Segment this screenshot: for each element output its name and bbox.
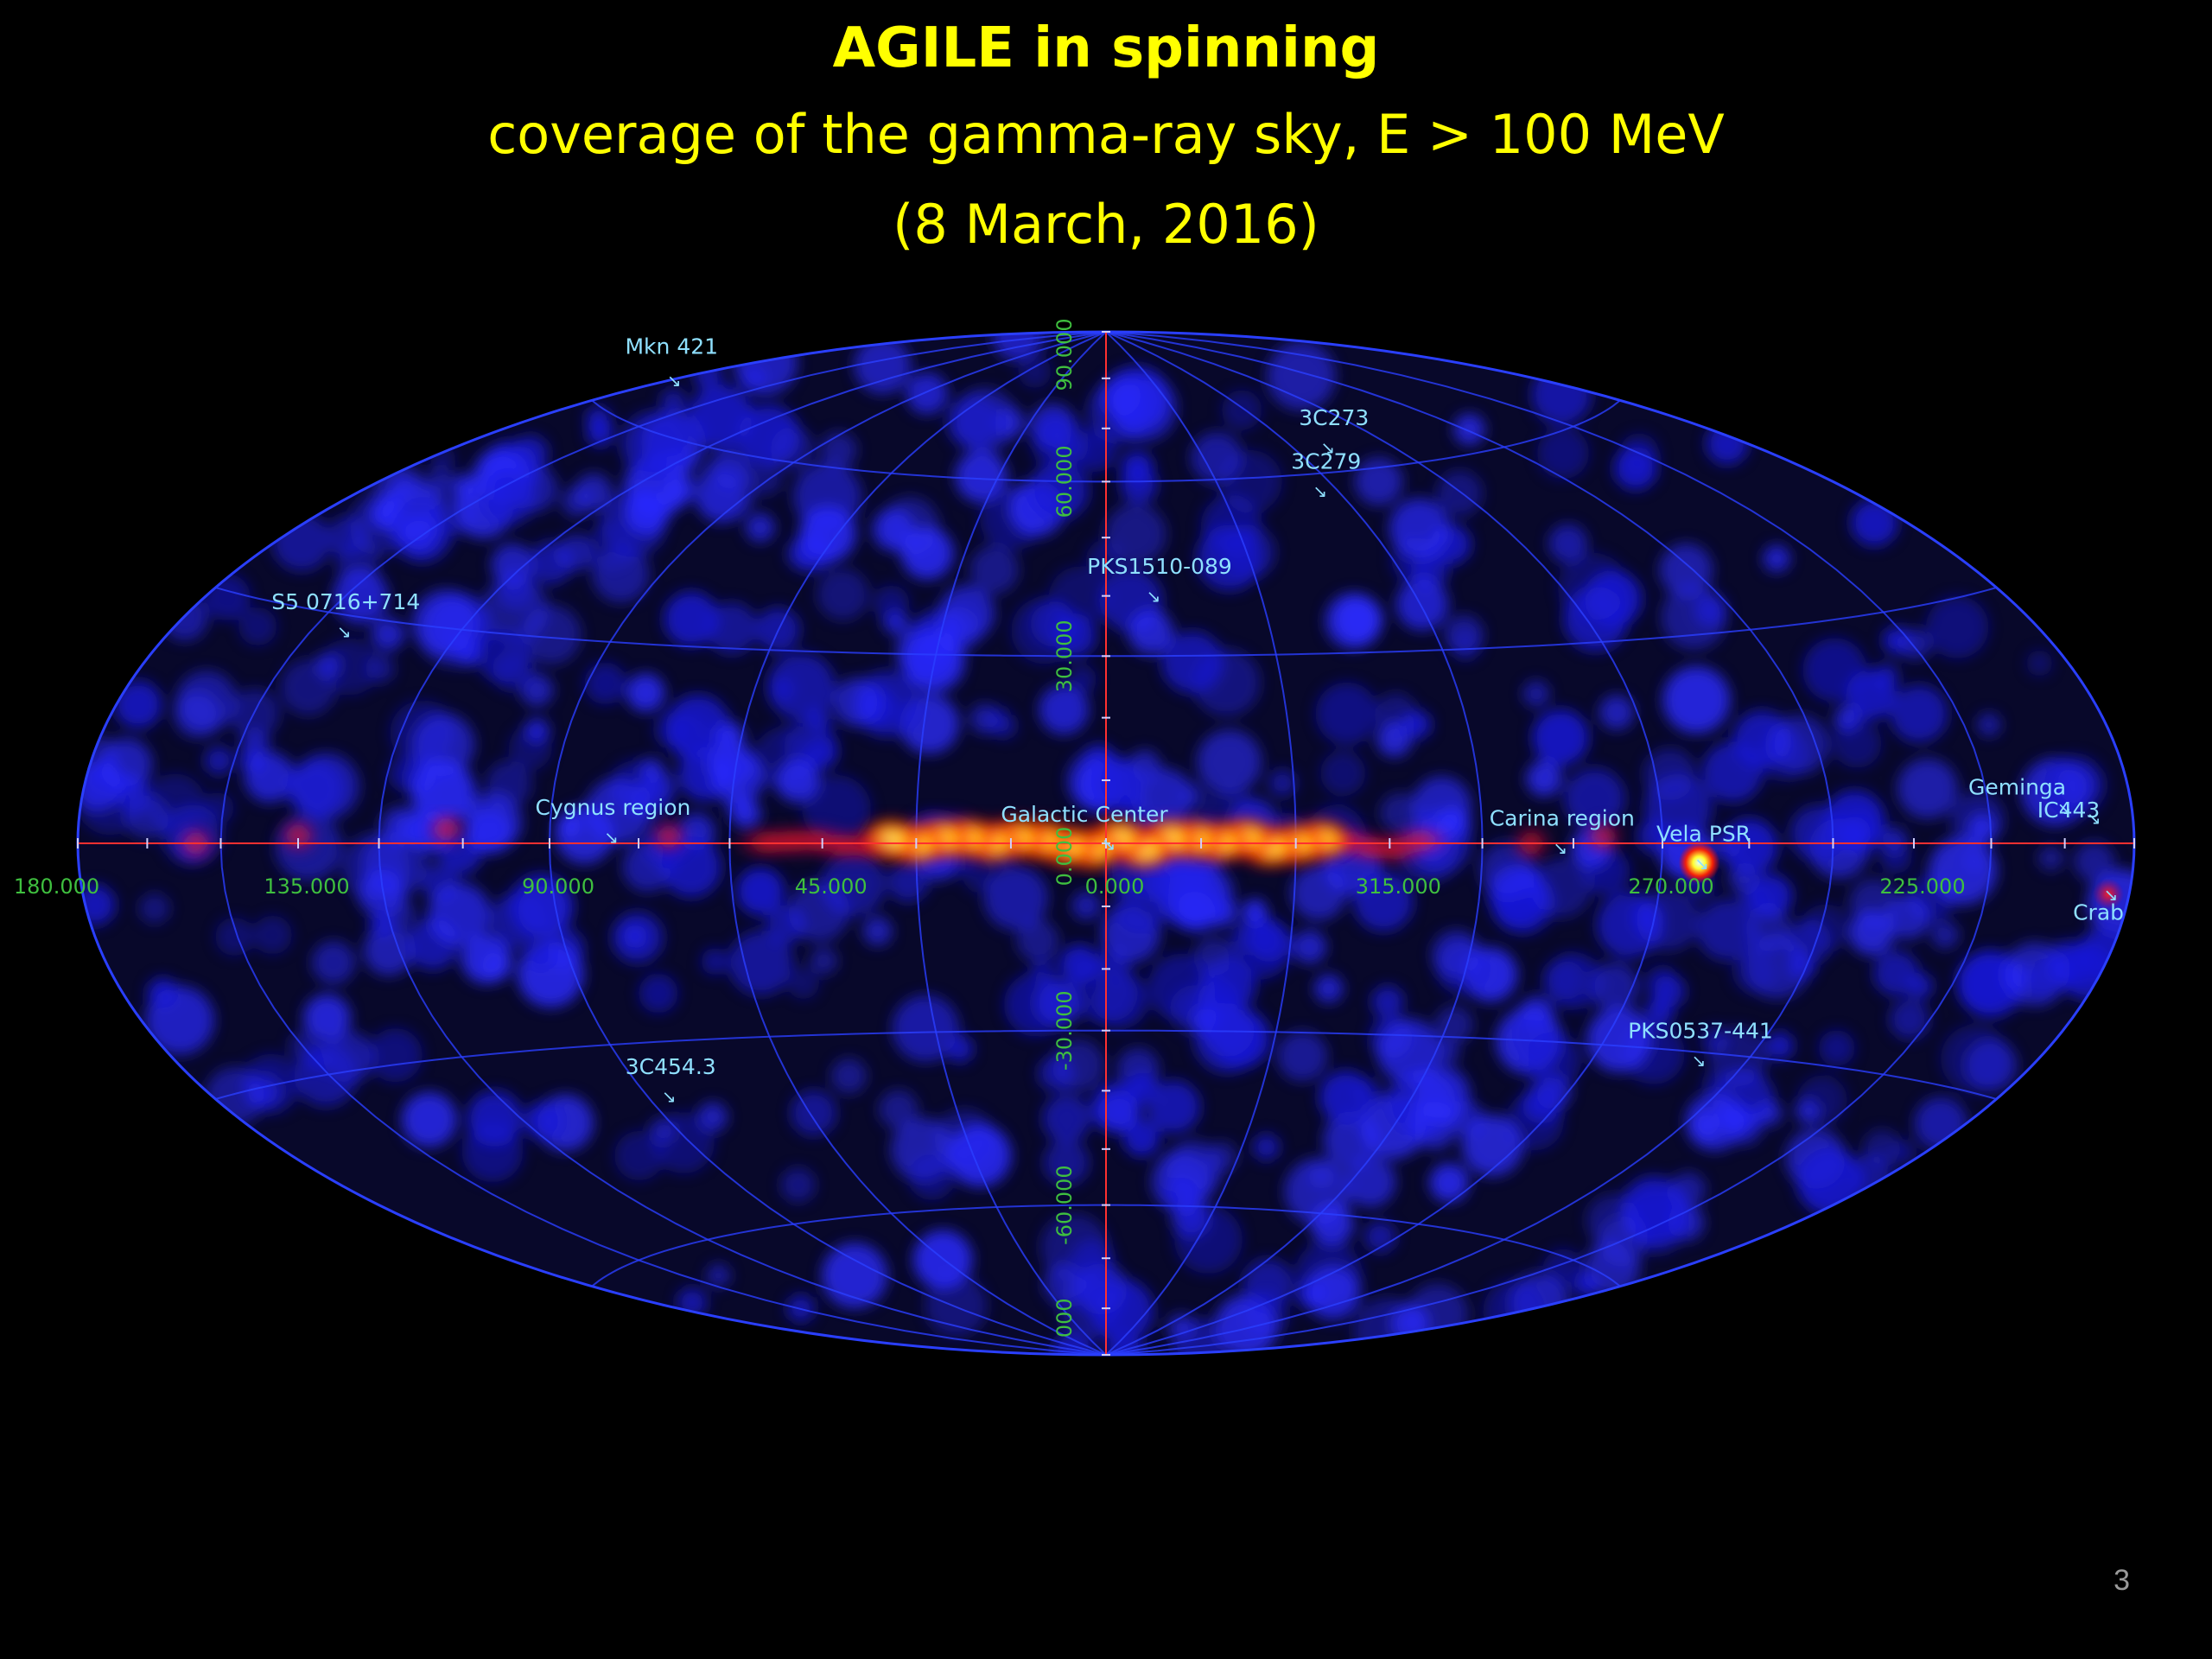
source-marker: ↘ (667, 371, 682, 391)
source-marker: ↘ (1553, 838, 1567, 859)
latitude-label: 000 (1052, 1298, 1077, 1338)
source-marker: ↘ (2057, 798, 2072, 818)
source-3c279: ↘ 3C279 (1291, 449, 1361, 502)
source-ic443: ↘IC443 (2037, 798, 2101, 829)
source-label: 3C454.3 (626, 1054, 716, 1079)
source-label: Vela PSR (1656, 821, 1751, 846)
latitude-label: 0.000 (1052, 827, 1077, 887)
source-3c273: ↘ 3C273 (1299, 405, 1369, 458)
axis-tick-labels: 180.000 135.000 90.000 45.000 0.000 315.000 27… (14, 318, 1966, 1338)
source-geminga: ↘Geminga (1968, 774, 2071, 818)
source-marker: ↘ (337, 621, 352, 642)
longitude-label: 135.000 (264, 874, 349, 899)
source-s5-0716-714: ↘ S5 0716+714 (271, 589, 420, 642)
vela-hotspot (1678, 842, 1720, 884)
latitude-label: -30.000 (1052, 990, 1077, 1071)
source-crab: ↘Crab (2073, 885, 2124, 925)
plane-hotspot (647, 817, 690, 856)
plane-emission-group (175, 810, 1624, 872)
source-marker: ↘ (1692, 1050, 1707, 1071)
longitude-label: 0.000 (1085, 874, 1145, 899)
latitude-label: 90.000 (1052, 318, 1077, 391)
source-label: Geminga (1968, 774, 2066, 799)
source-marker: ↘ (2087, 808, 2101, 829)
latitude-label: 30.000 (1052, 620, 1077, 692)
source-marker: ↘ (1147, 586, 1161, 607)
slide-title-block: AGILE in spinning coverage of the gamma-… (0, 7, 2212, 270)
slide-date: (8 March, 2016) (893, 193, 1319, 256)
source-label: Carina region (1490, 806, 1635, 831)
source-label: PKS1510-089 (1087, 554, 1232, 579)
plane-hotspot (425, 810, 467, 849)
source-carina-region: ↘ Carina region (1490, 806, 1635, 859)
axes (77, 331, 2135, 1356)
source-label: Mkn 421 (625, 334, 718, 359)
longitude-label: 180.000 (14, 874, 99, 899)
longitude-label: 315.000 (1356, 874, 1441, 899)
source-pks1510-089: ↘ PKS1510-089 (1087, 554, 1232, 607)
longitude-label: 225.000 (1879, 874, 1965, 899)
source-cygnus-region: ↘ Cygnus region (536, 795, 691, 848)
latitude-label: 60.000 (1052, 445, 1077, 518)
source-marker: ↘ (1320, 437, 1335, 458)
longitude-label: 45.000 (795, 874, 868, 899)
source-label: 3C279 (1291, 449, 1361, 474)
galactic-plane-emission (175, 810, 2125, 910)
source-3c454-3: ↘ 3C454.3 (626, 1054, 716, 1107)
diffuse-emission (78, 332, 2134, 1355)
source-marker: ↘ (662, 1086, 677, 1107)
source-label: IC443 (2037, 798, 2101, 823)
source-label: Galactic Center (1001, 802, 1168, 827)
source-label: PKS0537-441 (1628, 1018, 1773, 1043)
source-marker: ↘ (1694, 853, 1709, 874)
source-marker: ↘ (2104, 885, 2119, 906)
page-number: 3 (2113, 1564, 2130, 1597)
source-label: S5 0716+714 (271, 589, 420, 614)
slide-subtitle: coverage of the gamma-ray sky, E > 100 M… (487, 103, 1725, 166)
source-label: 3C273 (1299, 405, 1369, 430)
source-marker: ↘ (1313, 481, 1327, 502)
crab-hotspot (2093, 878, 2125, 910)
source-markers: ↘Mkn 421↘3C273↘3C279↘PKS1510-089↘S5 0716… (271, 334, 2124, 1107)
source-vela-psr: ↘ Vela PSR (1656, 821, 1751, 874)
longitude-label: 90.000 (522, 874, 594, 899)
source-pks0537-441: ↘ PKS0537-441 (1628, 1018, 1773, 1071)
latitude-label: -60.000 (1052, 1165, 1077, 1245)
source-mkn-421: ↘ Mkn 421 (625, 334, 718, 391)
plane-hotspot (1582, 817, 1624, 856)
slide-title: AGILE in spinning (832, 16, 1380, 80)
plane-hotspot (277, 817, 320, 855)
source-marker: ↘ (1102, 834, 1116, 855)
longitude-label: 270.000 (1628, 874, 1713, 899)
source-label: Crab (2073, 900, 2124, 925)
source-label: Cygnus region (536, 795, 691, 820)
source-galactic-center: ↘ Galactic Center (1001, 802, 1168, 855)
source-marker: ↘ (604, 827, 619, 848)
